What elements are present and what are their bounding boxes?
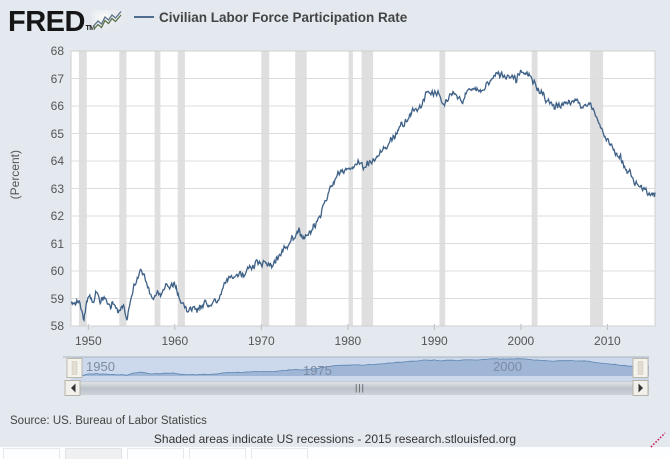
- svg-text:|||: |||: [355, 383, 365, 393]
